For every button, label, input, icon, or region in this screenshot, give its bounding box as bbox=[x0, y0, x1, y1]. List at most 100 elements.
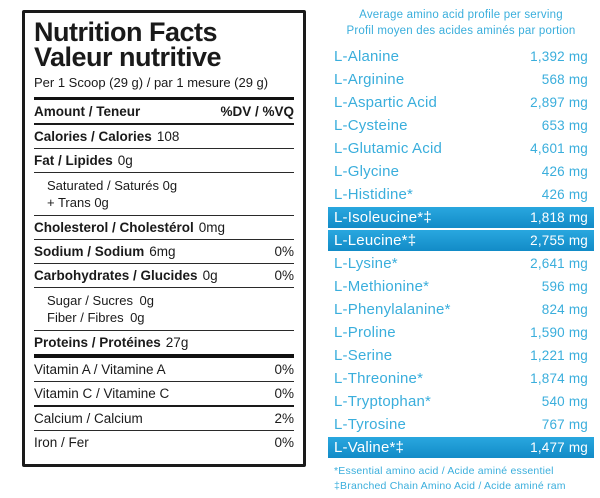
divider bbox=[34, 330, 294, 331]
divider bbox=[34, 381, 294, 382]
divider bbox=[34, 239, 294, 240]
amino-header-en: Average amino acid profile per serving bbox=[359, 9, 563, 21]
amino-row: L-Lysine* 2,641 mg bbox=[328, 253, 594, 274]
amino-row: L-Arginine 568 mg bbox=[328, 69, 594, 90]
amino-name: L-Valine*‡ bbox=[334, 439, 405, 456]
divider bbox=[34, 215, 294, 216]
amino-amount: 1,818 mg bbox=[530, 210, 588, 225]
amino-name: L-Threonine* bbox=[334, 370, 424, 387]
nutrition-row-calories: Calories / Calories 108 bbox=[34, 125, 294, 148]
subrow-line: Sugar / Sucres 0g bbox=[47, 293, 154, 308]
nutrition-row-carbohydrates: Carbohydrates / Glucides 0g 0% bbox=[34, 264, 294, 287]
amino-amount: 1,392 mg bbox=[530, 49, 588, 64]
amino-row-highlighted: L-Isoleucine*‡ 1,818 mg bbox=[328, 207, 594, 228]
amino-header-fr: Profil moyen des acides aminés par porti… bbox=[346, 25, 576, 37]
nutrient-name: Vitamin C / Vitamine C bbox=[34, 386, 170, 401]
amino-row: L-Proline 1,590 mg bbox=[328, 322, 594, 343]
nutrient-amount: 0g bbox=[202, 268, 218, 283]
divider bbox=[34, 172, 294, 173]
nutrition-row-fat: Fat / Lipides 0g bbox=[34, 149, 294, 172]
nutrient-name: Sodium / Sodium bbox=[34, 244, 145, 259]
nutrient-dv: 0% bbox=[274, 362, 294, 377]
divider-thick bbox=[34, 354, 294, 358]
footnote-bcaa: ‡Branched Chain Amino Acid / Acide aminé… bbox=[334, 480, 566, 492]
nutrient-dv: 0% bbox=[274, 268, 294, 283]
subrow-line: Saturated / Saturés 0g bbox=[47, 178, 178, 193]
nutrient-amount: 6mg bbox=[149, 244, 176, 259]
amino-amount: 596 mg bbox=[541, 279, 588, 294]
nutrient-amount: 0mg bbox=[198, 220, 226, 235]
nutrient-name: Proteins / Protéines bbox=[34, 335, 161, 350]
serving-size: Per 1 Scoop (29 g) / par 1 mesure (29 g) bbox=[34, 75, 269, 90]
nutrition-subrow-saturated-trans: Saturated / Saturés 0g + Trans 0g bbox=[34, 173, 294, 215]
nutrition-title-en: Nutrition Facts bbox=[34, 17, 218, 47]
amino-name: L-Alanine bbox=[334, 48, 400, 65]
amino-table: L-Alanine 1,392 mg L-Arginine 568 mg L-A… bbox=[328, 46, 594, 458]
nutrient-amount: 108 bbox=[156, 129, 180, 144]
amino-amount: 1,477 mg bbox=[530, 440, 588, 455]
nutrition-subrow-sugar-fiber: Sugar / Sucres 0g Fiber / Fibres 0g bbox=[34, 288, 294, 330]
amino-row-highlighted: L-Valine*‡ 1,477 mg bbox=[328, 437, 594, 458]
amino-amount: 824 mg bbox=[541, 302, 588, 317]
divider bbox=[34, 123, 294, 125]
amino-amount: 426 mg bbox=[541, 187, 588, 202]
amino-name: L-Aspartic Acid bbox=[334, 94, 438, 111]
amino-row-highlighted: L-Leucine*‡ 2,755 mg bbox=[328, 230, 594, 251]
amount-header: Amount / Teneur bbox=[34, 104, 141, 119]
nutrient-name: Cholesterol / Cholestérol bbox=[34, 220, 194, 235]
micronutrient-row-vitamin-c: Vitamin C / Vitamine C 0% bbox=[34, 382, 294, 405]
subrow-line: + Trans 0g bbox=[47, 195, 109, 210]
amino-row: L-Histidine* 426 mg bbox=[328, 184, 594, 205]
amino-name: L-Leucine*‡ bbox=[334, 232, 417, 249]
nutrient-amount: 27g bbox=[165, 335, 189, 350]
nutrition-facts-panel: Nutrition Facts Valeur nutritive Per 1 S… bbox=[22, 10, 306, 467]
micronutrient-row-iron: Iron / Fer 0% bbox=[34, 431, 294, 454]
amino-name: L-Glycine bbox=[334, 163, 400, 180]
amino-name: L-Arginine bbox=[334, 71, 405, 88]
amino-amount: 2,897 mg bbox=[530, 95, 588, 110]
amino-row: L-Phenylalanine* 824 mg bbox=[328, 299, 594, 320]
amino-row: L-Tyrosine 767 mg bbox=[328, 414, 594, 435]
nutrient-name: Carbohydrates / Glucides bbox=[34, 268, 198, 283]
nutrition-row-cholesterol: Cholesterol / Cholestérol 0mg bbox=[34, 216, 294, 239]
divider bbox=[34, 97, 294, 100]
dv-header: %DV / %VQ bbox=[220, 104, 294, 119]
subrow-line: Fiber / Fibres 0g bbox=[47, 310, 145, 325]
micronutrient-row-calcium: Calcium / Calcium 2% bbox=[34, 407, 294, 430]
nutrient-name: Iron / Fer bbox=[34, 435, 89, 450]
amino-row: L-Serine 1,221 mg bbox=[328, 345, 594, 366]
nutrient-name: Calcium / Calcium bbox=[34, 411, 143, 426]
amino-name: L-Lysine* bbox=[334, 255, 398, 272]
nutrient-name: Vitamin A / Vitamine A bbox=[34, 362, 166, 377]
amino-row: L-Methionine* 596 mg bbox=[328, 276, 594, 297]
divider bbox=[34, 287, 294, 288]
amino-amount: 653 mg bbox=[541, 118, 588, 133]
nutrient-dv: 0% bbox=[274, 244, 294, 259]
amino-amount: 1,874 mg bbox=[530, 371, 588, 386]
amino-name: L-Isoleucine*‡ bbox=[334, 209, 432, 226]
amino-name: L-Tyrosine bbox=[334, 416, 407, 433]
nutrient-dv: 2% bbox=[274, 411, 294, 426]
amino-amount: 767 mg bbox=[541, 417, 588, 432]
amino-amount: 540 mg bbox=[541, 394, 588, 409]
amino-amount: 1,221 mg bbox=[530, 348, 588, 363]
nutrition-title-fr: Valeur nutritive bbox=[34, 42, 222, 72]
micronutrient-row-vitamin-a: Vitamin A / Vitamine A 0% bbox=[34, 358, 294, 381]
amino-amount: 4,601 mg bbox=[530, 141, 588, 156]
amino-name: L-Serine bbox=[334, 347, 393, 364]
nutrient-amount: 0g bbox=[117, 153, 133, 168]
amino-name: L-Cysteine bbox=[334, 117, 408, 134]
amino-name: L-Phenylalanine* bbox=[334, 301, 451, 318]
amino-row: L-Threonine* 1,874 mg bbox=[328, 368, 594, 389]
nutrient-dv: 0% bbox=[274, 435, 294, 450]
amino-name: L-Methionine* bbox=[334, 278, 430, 295]
amino-amount: 2,755 mg bbox=[530, 233, 588, 248]
amino-profile-panel: Average amino acid profile per serving P… bbox=[328, 7, 594, 494]
divider bbox=[34, 263, 294, 264]
amino-row: L-Cysteine 653 mg bbox=[328, 115, 594, 136]
amino-name: L-Proline bbox=[334, 324, 396, 341]
amino-name: L-Histidine* bbox=[334, 186, 414, 203]
amino-row: L-Glutamic Acid 4,601 mg bbox=[328, 138, 594, 159]
amino-row: L-Aspartic Acid 2,897 mg bbox=[328, 92, 594, 113]
divider bbox=[34, 405, 294, 407]
